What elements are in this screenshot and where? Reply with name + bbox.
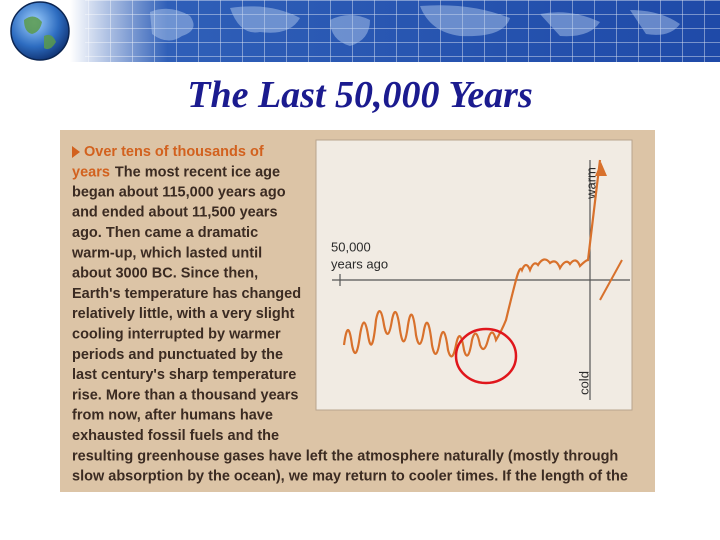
- body-line: began about 115,000 years ago: [72, 184, 286, 200]
- slide-title: The Last 50,000 Years: [187, 74, 533, 116]
- body-line: exhausted fossil fuels and the: [72, 428, 279, 444]
- body-line: relatively little, with a very slight: [72, 306, 295, 322]
- header-banner: [10, 0, 720, 62]
- graph-warm-label: warm: [583, 167, 598, 200]
- text-block: Over tens of thousands of years The most r…: [71, 144, 628, 485]
- body-line: and ended about 11,500 years: [72, 205, 278, 221]
- body-line: The most recent ice age: [115, 164, 280, 180]
- body-line: cooling interrupted by warmer: [72, 327, 281, 343]
- body-line: last century's sharp temperature: [72, 367, 296, 383]
- graph-cold-label: cold: [576, 371, 591, 395]
- body-line: from now, after humans have: [72, 408, 273, 424]
- heading-line: Over tens of thousands of: [84, 144, 264, 160]
- body-line: about 3000 BC. Since then,: [72, 266, 258, 282]
- text-line: years The most recent ice age: [72, 164, 280, 180]
- heading-line: years: [72, 164, 110, 180]
- graph: 50,000 years ago warm cold: [331, 159, 630, 400]
- scanned-page: Over tens of thousands of years The most r…: [60, 130, 655, 492]
- body-line: Earth's temperature has changed: [72, 286, 301, 302]
- body-line: ago. Then came a dramatic: [72, 225, 258, 241]
- body-line: slow absorption by the ocean), we may re…: [72, 469, 628, 485]
- body-line: resulting greenhouse gases have left the…: [72, 448, 618, 464]
- body-line: rise. More than a thousand years: [72, 387, 298, 403]
- graph-time-label: years ago: [331, 256, 388, 271]
- graph-time-label: 50,000: [331, 239, 371, 254]
- body-line: warm-up, which lasted until: [71, 245, 262, 261]
- body-line: periods and punctuated by the: [72, 347, 283, 363]
